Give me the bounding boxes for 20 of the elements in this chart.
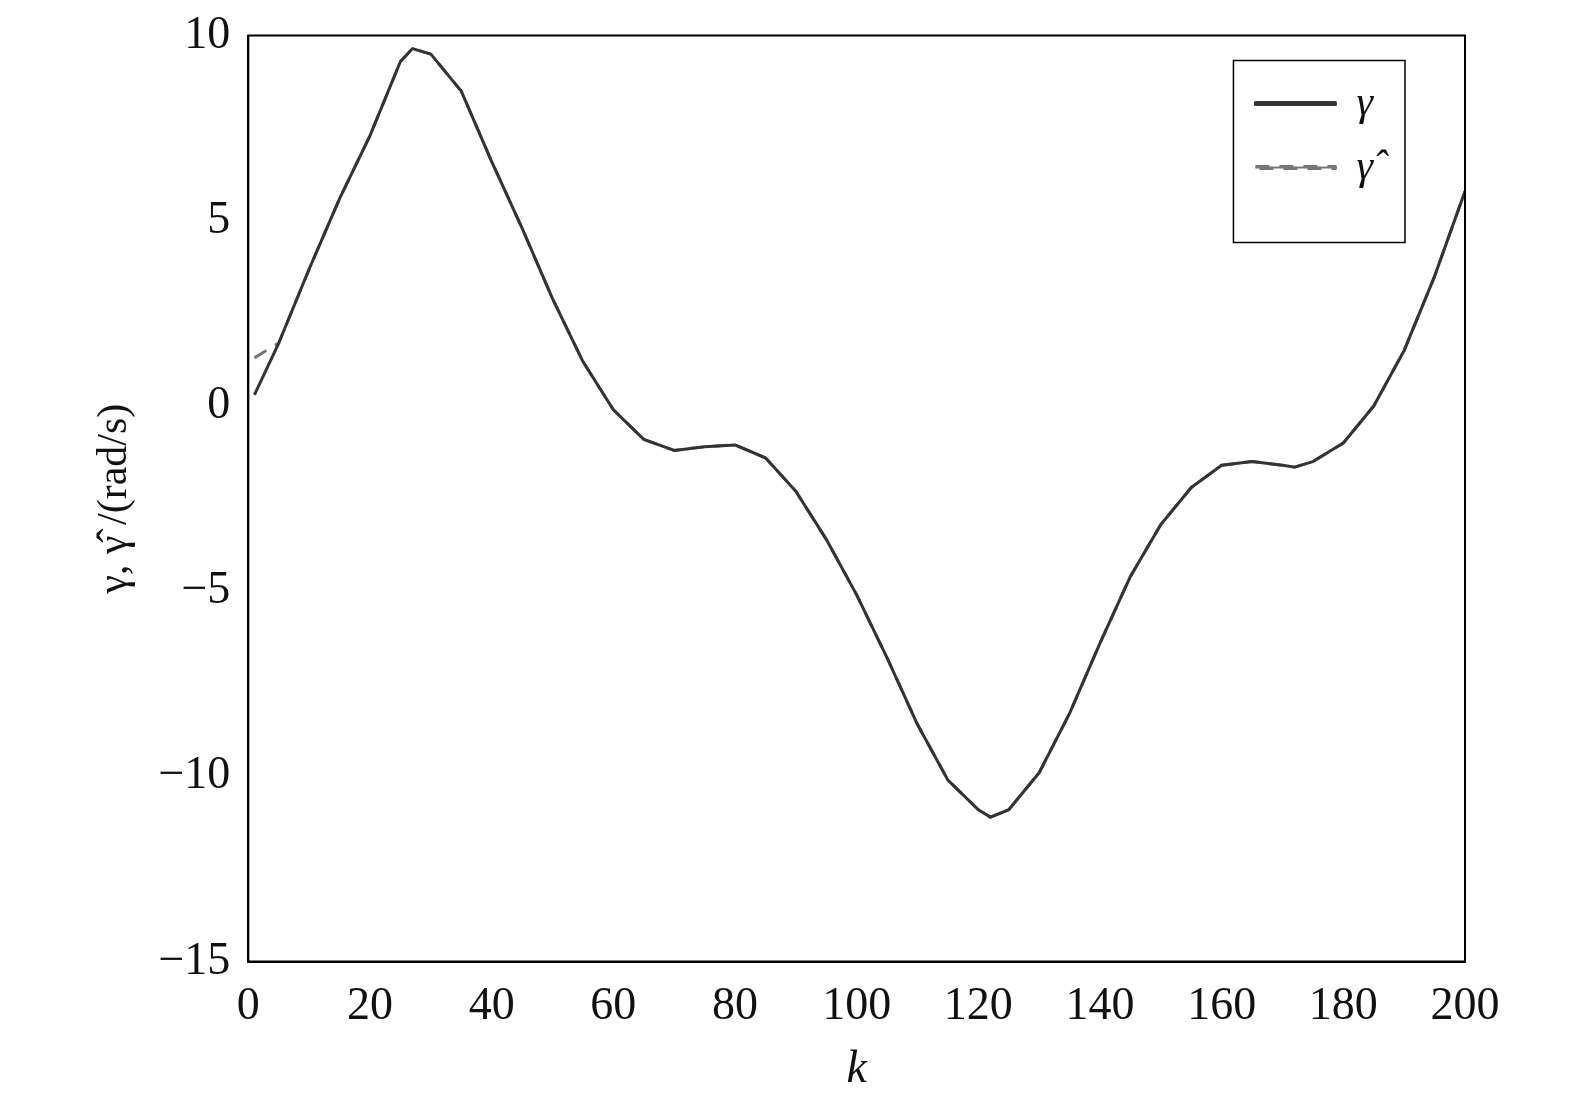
x-tick-label: 40: [468, 978, 515, 1030]
y-tick-label: −5: [181, 562, 231, 614]
legend-label: γ: [1356, 77, 1375, 124]
y-axis-title: γ, γ̂ /(rad/s): [89, 403, 137, 595]
x-tick-label: 200: [1430, 978, 1500, 1030]
x-tick-label: 80: [712, 978, 759, 1030]
y-tick-label: 5: [207, 191, 231, 243]
legend-label: γ̂: [1356, 141, 1389, 188]
y-tick-label: −15: [158, 932, 231, 984]
x-tick-label: 120: [943, 978, 1013, 1030]
x-tick-label: 140: [1065, 978, 1135, 1030]
y-tick-label: 10: [184, 6, 231, 58]
x-tick-label: 180: [1308, 978, 1378, 1030]
y-tick-label: 0: [207, 377, 231, 429]
x-axis-title: k: [846, 1041, 869, 1093]
y-tick-label: −10: [158, 747, 231, 799]
x-tick-label: 60: [590, 978, 637, 1030]
x-tick-label: 20: [347, 978, 394, 1030]
x-tick-label: 160: [1187, 978, 1257, 1030]
x-tick-label: 100: [822, 978, 892, 1030]
